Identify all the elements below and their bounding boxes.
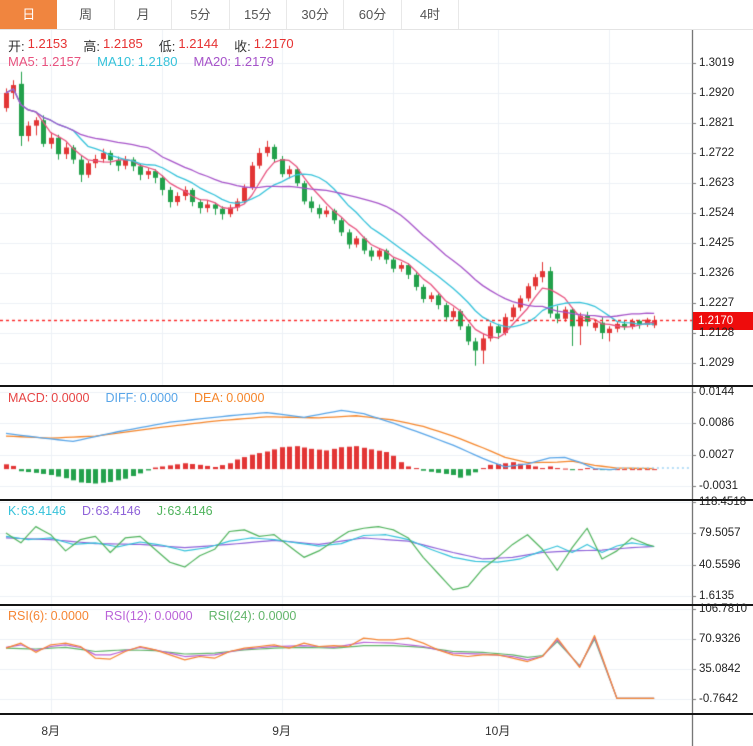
toolbar-tab-6[interactable]: 60分 bbox=[344, 0, 402, 29]
period-toolbar: 日周月 5分 15分 30分 60分 4时 bbox=[0, 0, 753, 30]
toolbar-tab-1[interactable]: 周 bbox=[57, 0, 115, 29]
toolbar-tab-4[interactable]: 15分 bbox=[229, 0, 287, 29]
toolbar-tab-7[interactable]: 4时 bbox=[401, 0, 460, 29]
toolbar-tab-0[interactable]: 日 bbox=[0, 0, 58, 29]
toolbar-tab-2[interactable]: 月 bbox=[114, 0, 173, 29]
toolbar-tab-5[interactable]: 30分 bbox=[286, 0, 345, 29]
toolbar-tab-3[interactable]: 5分 bbox=[172, 0, 230, 29]
